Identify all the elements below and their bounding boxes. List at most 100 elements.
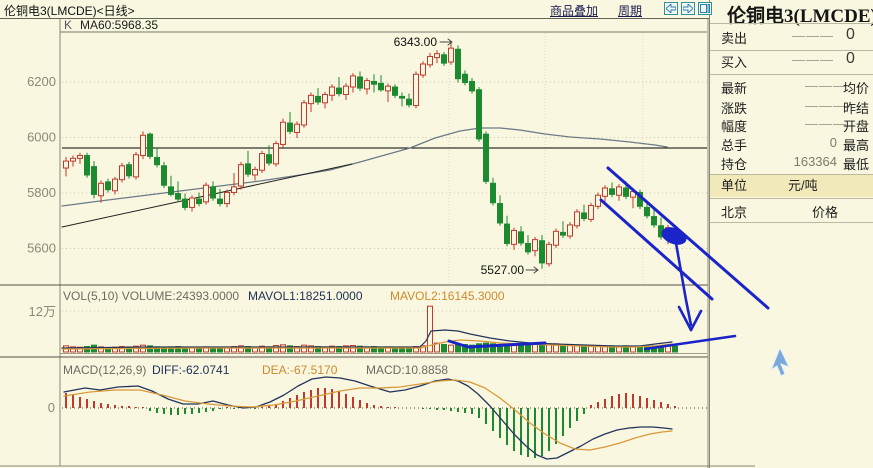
quote-row-2: 买入 ——— 0 xyxy=(710,50,873,72)
volume-bar xyxy=(406,346,412,353)
volume-bar xyxy=(462,343,468,353)
volume-bar xyxy=(70,346,76,353)
candle-body xyxy=(595,194,601,207)
overlay-commodity-link[interactable]: 商品叠加 xyxy=(550,4,599,18)
quote-row-second-label: 开盘 xyxy=(843,119,870,134)
arrow-right-icon xyxy=(683,4,693,13)
candle-body xyxy=(651,216,657,226)
volume-bar xyxy=(91,344,97,353)
candle-body xyxy=(266,154,272,164)
quote-row-empty-value: ——— xyxy=(792,52,834,67)
annotation-channel-lower-line xyxy=(599,198,714,301)
volume-bar xyxy=(329,345,335,353)
candle-body xyxy=(210,186,216,199)
panel-divider xyxy=(710,50,873,51)
candle-body xyxy=(364,80,370,90)
quote-row-5: 幅度 ——— 开盘 xyxy=(710,116,873,136)
volume-bar xyxy=(112,346,118,353)
volume-header-segment: MAVOL1:18251.0000 xyxy=(248,289,363,303)
candle-body xyxy=(532,239,538,252)
split-pane-button[interactable] xyxy=(698,2,712,15)
candle-body xyxy=(644,206,650,217)
candle-body xyxy=(63,160,69,169)
candle-body xyxy=(322,93,328,104)
candle-body xyxy=(602,187,608,197)
candle-body xyxy=(259,153,265,171)
volume-bar xyxy=(175,346,181,353)
candle-body xyxy=(406,98,412,106)
volume-bar xyxy=(623,345,629,353)
volume-bar xyxy=(518,344,524,353)
price-tick-label: 6000 xyxy=(27,130,56,145)
prev-button[interactable] xyxy=(664,2,678,15)
panel-divider xyxy=(710,198,873,199)
volume-bar xyxy=(77,346,83,353)
quote-row-second-label: 最低 xyxy=(843,157,870,172)
candle-body xyxy=(343,85,349,95)
candle-body xyxy=(189,197,195,208)
volume-bar xyxy=(280,344,286,353)
candle-body xyxy=(154,156,160,166)
candle-body xyxy=(315,95,321,103)
volume-bar xyxy=(105,347,111,353)
candle-body xyxy=(539,240,545,264)
candle-body xyxy=(301,102,307,126)
chart-toolbar: 伦铜电3(LMCDE)<日线> 商品叠加 周期 xyxy=(0,0,712,19)
macd-header-segment: DIFF:-62.0741 xyxy=(152,363,230,377)
candle-body xyxy=(413,73,419,107)
quote-row-second-label: 昨结 xyxy=(843,101,870,116)
quote-row-value: 163364 xyxy=(793,154,837,169)
high-price-label: 6343.00 xyxy=(394,35,438,49)
volume-bar xyxy=(231,346,237,353)
volume-bar xyxy=(616,345,622,353)
quote-row-label: 单位 xyxy=(721,178,748,193)
volume-bar xyxy=(126,346,132,353)
trend-line xyxy=(61,163,353,228)
quote-row-label: 持仓 xyxy=(721,157,748,172)
volume-bar xyxy=(665,345,671,353)
period-link[interactable]: 周期 xyxy=(618,4,643,18)
volume-bar xyxy=(497,343,503,353)
quote-row-empty-value: ——— xyxy=(805,78,847,93)
volume-bar xyxy=(392,346,398,353)
candle-body xyxy=(392,86,398,96)
volume-bar xyxy=(525,345,531,353)
volume-bar xyxy=(427,305,433,353)
candle-body xyxy=(182,198,188,208)
quote-row-label: 幅度 xyxy=(721,119,748,134)
quote-row-empty-value: ——— xyxy=(792,28,834,43)
volume-bar xyxy=(322,346,328,353)
volume-bar xyxy=(651,345,657,353)
volume-bar xyxy=(420,345,426,353)
volume-bar xyxy=(210,346,216,353)
volume-bar xyxy=(98,346,104,353)
candle-body xyxy=(245,163,251,175)
candle-body xyxy=(483,133,489,182)
quote-row-empty-value: ——— xyxy=(805,116,847,131)
quote-row-label: 涨跌 xyxy=(721,101,748,116)
next-button[interactable] xyxy=(681,2,695,15)
volume-bar xyxy=(119,346,125,353)
quote-row-second-label: 最高 xyxy=(843,138,870,153)
quote-row-1: 卖出 ——— 0 xyxy=(710,26,873,48)
candle-body xyxy=(133,154,139,178)
candle-body xyxy=(294,123,300,134)
mavol2-line xyxy=(61,339,673,350)
volume-bar xyxy=(168,346,174,353)
volume-tick-label: 12万 xyxy=(29,304,56,319)
candle-body xyxy=(231,186,237,193)
volume-bar xyxy=(259,345,265,353)
quote-row-4: 涨跌 ——— 昨结 xyxy=(710,98,873,118)
volume-bar xyxy=(448,344,454,353)
volume-bar xyxy=(511,343,517,353)
candle-body xyxy=(497,203,503,224)
volume-bar xyxy=(252,346,258,353)
quote-row-label: 北京 xyxy=(721,205,748,220)
volume-bar xyxy=(441,343,447,353)
volume-bar xyxy=(294,346,300,353)
volume-bar xyxy=(308,345,314,353)
candle-body xyxy=(581,212,587,220)
candle-body xyxy=(105,181,111,191)
quote-row-value: 价格 xyxy=(812,205,839,220)
candle-body xyxy=(175,193,181,200)
